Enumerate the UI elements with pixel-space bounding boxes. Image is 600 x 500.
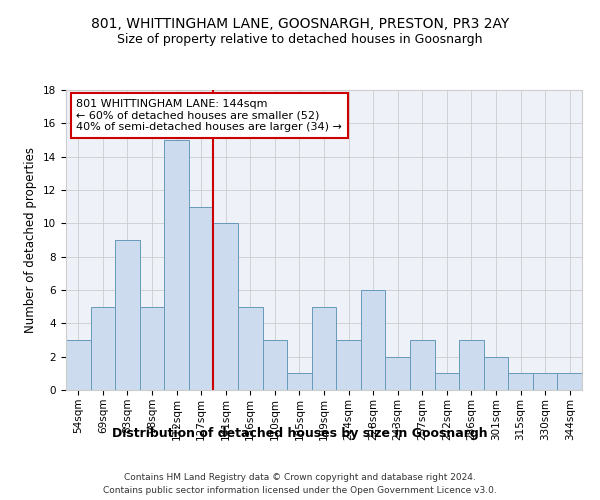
Bar xyxy=(312,306,336,390)
Text: Contains HM Land Registry data © Crown copyright and database right 2024.: Contains HM Land Registry data © Crown c… xyxy=(124,472,476,482)
Bar xyxy=(434,374,459,390)
Text: Contains public sector information licensed under the Open Government Licence v3: Contains public sector information licen… xyxy=(103,486,497,495)
Bar xyxy=(189,206,214,390)
Bar xyxy=(238,306,263,390)
Bar xyxy=(508,374,533,390)
Bar xyxy=(361,290,385,390)
Bar xyxy=(91,306,115,390)
Bar xyxy=(336,340,361,390)
Text: Size of property relative to detached houses in Goosnargh: Size of property relative to detached ho… xyxy=(117,32,483,46)
Bar xyxy=(557,374,582,390)
Bar xyxy=(385,356,410,390)
Bar xyxy=(263,340,287,390)
Text: Distribution of detached houses by size in Goosnargh: Distribution of detached houses by size … xyxy=(112,428,488,440)
Bar xyxy=(164,140,189,390)
Bar xyxy=(410,340,434,390)
Y-axis label: Number of detached properties: Number of detached properties xyxy=(25,147,37,333)
Bar xyxy=(287,374,312,390)
Bar xyxy=(459,340,484,390)
Text: 801, WHITTINGHAM LANE, GOOSNARGH, PRESTON, PR3 2AY: 801, WHITTINGHAM LANE, GOOSNARGH, PRESTO… xyxy=(91,18,509,32)
Bar xyxy=(214,224,238,390)
Bar xyxy=(140,306,164,390)
Text: 801 WHITTINGHAM LANE: 144sqm
← 60% of detached houses are smaller (52)
40% of se: 801 WHITTINGHAM LANE: 144sqm ← 60% of de… xyxy=(76,99,342,132)
Bar xyxy=(533,374,557,390)
Bar xyxy=(484,356,508,390)
Bar xyxy=(66,340,91,390)
Bar xyxy=(115,240,140,390)
